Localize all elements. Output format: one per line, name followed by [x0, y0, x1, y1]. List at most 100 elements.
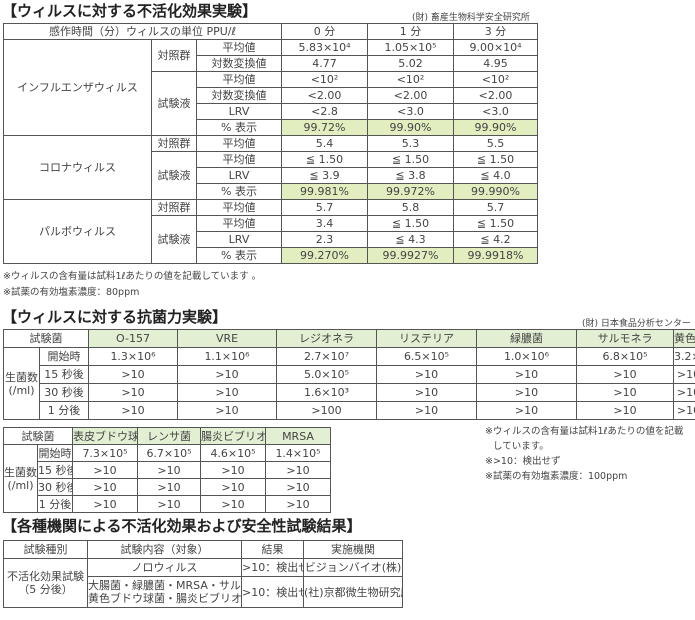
table-row: 試験液 平均値 ≦ 1.50 ≦ 1.50 ≦ 1.50: [4, 151, 539, 200]
bacteria-header: 黄色ブドウ球菌: [673, 329, 695, 348]
virus-name: インフルエンザウィルス: [3, 39, 152, 136]
value-cell: <2.8: [281, 103, 369, 120]
section2-note-1: ※ウィルスの含有量は試料1ℓあたりの値を記載: [485, 426, 684, 437]
value-cell: ≦ 4.3: [367, 231, 455, 248]
value-cell: >10: [376, 401, 477, 420]
header-row: 試験種別 試験内容（対象） 結果 実施機関: [3, 540, 403, 559]
test-content-line: 黄色ブドウ球菌・腸炎ビブリオ: [88, 592, 242, 605]
header-cell: 3 分: [453, 23, 539, 40]
value-cell: ≦ 1.50: [367, 215, 455, 232]
value-cell: 6.5×10⁵: [376, 347, 477, 366]
header-cell: 試験菌: [3, 329, 89, 348]
value-cell: >10: [177, 365, 277, 384]
row-group-label: 生菌数 (/ml): [3, 347, 40, 420]
header-cell: 1 分: [367, 23, 455, 40]
measure-label: 平均値: [195, 135, 283, 152]
header-cell: 試験菌: [3, 427, 73, 445]
time-label: 開始時: [37, 444, 73, 462]
section2-note-4: ※試薬の有効塩素濃度：100ppm: [485, 471, 628, 482]
value-cell: 1.3×10⁶: [88, 347, 178, 366]
test-type-line: （5 分後）: [18, 583, 73, 596]
section1-note-2: ※試薬の有効塩素濃度：80ppm: [3, 287, 140, 298]
table-row: インフルエンザウィルス 対照群 平均値 5.83×10⁴ 1.05×10⁵ 9.00×10…: [3, 39, 539, 136]
virus-name: コロナウィルス: [3, 135, 152, 200]
value-cell: 5.7: [281, 199, 369, 216]
value-cell: 99.270%: [281, 247, 369, 264]
header-cell: 試験内容（対象）: [87, 540, 242, 559]
measure-label: 対数変換値: [195, 87, 283, 104]
value-cell: >10: [265, 495, 331, 513]
measure-label: LRV: [195, 231, 283, 248]
bacteria-header: サルモネラ: [576, 329, 674, 348]
organization-cell: (社)京都微生物研究所: [303, 576, 403, 608]
test-content-cell: ノロウィルス: [87, 558, 242, 577]
table-row: 生菌数 (/ml) 開始時 1.3×10⁶ 1.1×10⁶ 2.7×10⁷ 6.5×10⁵ 1…: [3, 347, 695, 420]
time-label: 1 分後: [39, 401, 89, 420]
value-cell: 9.00×10⁴: [453, 39, 539, 56]
value-cell: >10: [200, 495, 266, 513]
test-type-line: 不活化効果試験: [7, 570, 84, 583]
measure-label: % 表示: [195, 119, 283, 136]
table-row: 1 分後>10>10>100>10>10>10>10: [4, 401, 695, 420]
value-cell: 2.3: [281, 231, 369, 248]
value-cell: 1.4×10⁵: [265, 444, 331, 462]
value-cell: >10: [476, 383, 577, 402]
value-cell: 7.3×10⁵: [72, 444, 138, 462]
value-cell: >10: [476, 365, 577, 384]
test-group-label: 試験液: [151, 71, 197, 136]
value-cell: >10: [673, 365, 695, 384]
measure-label: % 表示: [195, 183, 283, 200]
value-cell: 4.6×10⁵: [200, 444, 266, 462]
value-cell: 3.4: [281, 215, 369, 232]
value-cell: >10: [673, 401, 695, 420]
measure-label: 平均値: [195, 151, 283, 168]
virus-name: パルボウィルス: [3, 199, 152, 264]
value-cell: ≦ 4.0: [453, 167, 539, 184]
value-cell: 4.95: [453, 55, 539, 72]
bacteria-header: リステリア: [376, 329, 477, 348]
value-cell: >10: [576, 365, 674, 384]
value-cell: >10: [376, 365, 477, 384]
value-cell: >10: [476, 401, 577, 420]
value-cell: <3.0: [453, 103, 539, 120]
bacteria-header: 緑膿菌: [476, 329, 577, 348]
section1-title: 【ウィルスに対する不活化効果実験】: [2, 2, 258, 20]
control-group-label: 対照群: [151, 39, 197, 72]
table-row: 試験液 平均値 <10² <10² <10²: [4, 71, 539, 136]
value-cell: >10: [265, 461, 331, 479]
value-cell: 5.3: [367, 135, 455, 152]
value-cell: >10: [576, 401, 674, 420]
bacteria-header: 腸炎ビブリオ: [200, 427, 266, 445]
row-group-unit: (/ml): [8, 383, 35, 397]
table-row: コロナウィルス 対照群 平均値 5.4 5.3 5.5: [3, 135, 539, 200]
time-label: 15 秒後: [39, 365, 89, 384]
value-cell: 1.0×10⁶: [476, 347, 577, 366]
value-cell: <10²: [367, 71, 455, 88]
value-cell: 99.9918%: [453, 247, 539, 264]
value-cell: >10: [200, 478, 266, 496]
value-cell: >10: [72, 461, 138, 479]
table-row: 30 秒後>10>10>10>10: [4, 478, 331, 496]
test-group-label: 試験液: [151, 151, 197, 200]
value-cell: >10: [177, 401, 277, 420]
value-cell: 99.90%: [453, 119, 539, 136]
value-cell: >10: [265, 478, 331, 496]
header-cell: 0 分: [281, 23, 369, 40]
value-cell: 4.77: [281, 55, 369, 72]
value-cell: 5.4: [281, 135, 369, 152]
value-cell: >100: [276, 401, 377, 420]
test-group-label: 試験液: [151, 215, 197, 264]
table-row: LRV 2.3 ≦ 4.3 ≦ 4.2: [4, 231, 539, 248]
test-content-line: 大腸菌・緑膿菌・MRSA・サルモネラ: [88, 579, 241, 592]
value-cell: >10: [200, 461, 266, 479]
value-cell: ≦ 3.8: [367, 167, 455, 184]
measure-label: 平均値: [195, 215, 283, 232]
header-cell: 試験種別: [3, 540, 88, 559]
table-row: 1 分後 >10 >10 >10 >10: [4, 495, 331, 513]
table-row: パルボウィルス 対照群 平均値 5.7 5.8 5.7: [3, 199, 539, 264]
value-cell: 6.8×10⁵: [576, 347, 674, 366]
result-cell: >10：検出せず: [241, 576, 304, 608]
value-cell: >10: [137, 495, 201, 513]
